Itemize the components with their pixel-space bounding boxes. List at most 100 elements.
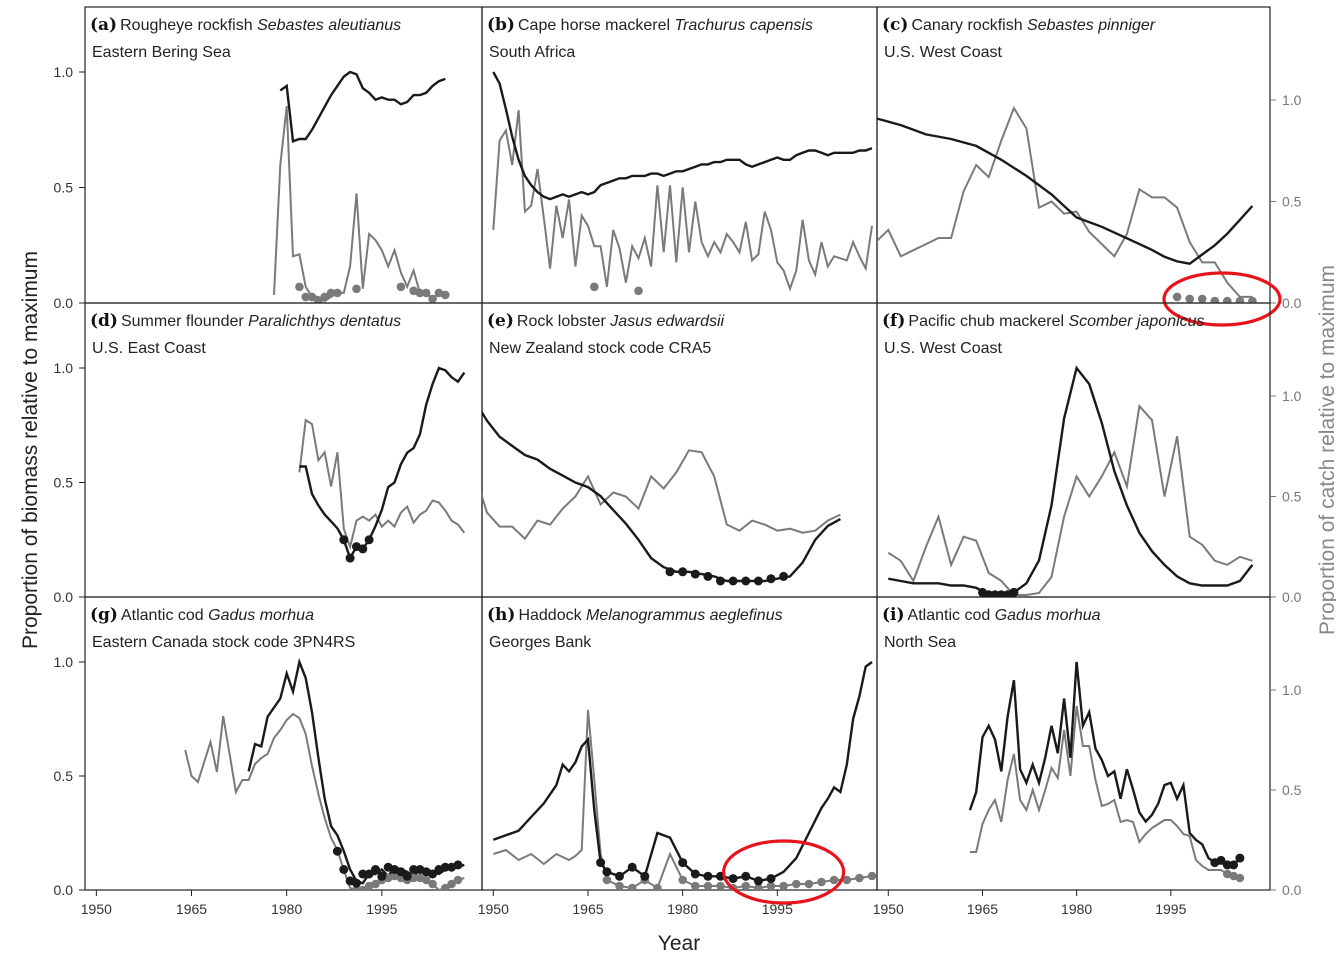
x-tick-label: 1950 <box>478 901 509 917</box>
biomass-point <box>339 865 349 874</box>
biomass-point <box>1229 860 1239 870</box>
common-name: Canary rockfish <box>911 17 1027 34</box>
catch-point <box>653 883 662 890</box>
catch-point <box>1248 296 1257 303</box>
biomass-point <box>690 869 700 879</box>
left-tick-label: 1.0 <box>54 64 74 80</box>
panel-frame <box>876 596 1271 891</box>
catch-point <box>301 292 311 302</box>
panel-b: (b) Cape horse mackerel Trachurus capensi… <box>481 6 878 304</box>
biomass-series-line <box>247 657 465 885</box>
catch-point <box>333 288 342 298</box>
panel-grid: (a) Rougheye rockfish Sebastes aleutianus… <box>54 6 1302 917</box>
biomass-point <box>1216 855 1226 865</box>
y-axis-label-right: Proportion of catch relative to maximum <box>1316 265 1336 635</box>
catch-point <box>1197 294 1207 303</box>
panel-e: (e) Rock lobster Jasus edwardsii New Zeala… <box>481 302 878 598</box>
right-tick-label: 0.5 <box>1282 782 1302 798</box>
right-tick-label: 1.0 <box>1282 682 1302 698</box>
common-name: Atlantic cod <box>908 607 995 624</box>
right-tick-label: 1.0 <box>1282 388 1302 404</box>
biomass-point <box>690 569 700 579</box>
catch-point <box>295 282 304 292</box>
biomass-series-line <box>968 661 1241 867</box>
catch-point <box>1223 296 1232 303</box>
panel-title: (c) Canary rockfish Sebastes pinniger <box>882 15 1156 35</box>
biomass-point <box>640 871 650 881</box>
x-tick-label: 1995 <box>1155 901 1186 917</box>
biomass-point <box>678 858 688 868</box>
biomass-series-line <box>279 70 446 143</box>
x-tick-label: 1995 <box>366 901 397 917</box>
common-name: Haddock <box>518 607 586 624</box>
catch-point <box>754 883 763 890</box>
x-tick-label: 1965 <box>176 901 207 917</box>
catch-point <box>371 879 380 889</box>
panel-data <box>968 661 1245 883</box>
catch-point <box>307 292 317 302</box>
left-tick-label: 0.5 <box>54 768 74 784</box>
catch-series-line <box>887 403 1253 596</box>
panel-letter: (b) <box>487 15 515 35</box>
panel-d: (d) Summer flounder Paralichthys dentatus… <box>54 302 483 605</box>
catch-series-line <box>877 105 1253 298</box>
panel-title: (b) Cape horse mackerel Trachurus capensi… <box>487 15 813 35</box>
x-tick-label: 1980 <box>1061 901 1092 917</box>
catch-point <box>1210 296 1220 303</box>
left-tick-label: 1.0 <box>54 654 74 670</box>
panel-letter: (g) <box>90 605 118 625</box>
panel-letter: (c) <box>882 15 908 35</box>
biomass-point <box>703 571 713 581</box>
highlight-ellipse <box>722 839 846 905</box>
left-tick-label: 0.0 <box>54 589 74 605</box>
highlight-ellipse <box>1162 271 1282 327</box>
catch-point <box>829 875 839 885</box>
panel-subtitle: U.S. East Coast <box>92 340 206 357</box>
catch-point <box>703 881 713 890</box>
biomass-point <box>728 874 738 884</box>
biomass-series-line <box>299 366 466 562</box>
biomass-point <box>428 869 438 879</box>
biomass-point <box>339 535 349 545</box>
panel-data <box>184 657 465 890</box>
catch-series-line <box>298 418 466 551</box>
catch-point <box>855 873 864 883</box>
panel-letter: (f) <box>882 311 905 331</box>
panel-data <box>877 105 1257 303</box>
biomass-point <box>728 576 738 586</box>
catch-point <box>634 286 643 296</box>
biomass-point <box>741 871 751 881</box>
panel-letter: (i) <box>882 605 905 625</box>
panel-data <box>492 661 877 890</box>
biomass-point <box>766 874 776 884</box>
biomass-point <box>1235 853 1245 863</box>
catch-series-line <box>969 705 1241 879</box>
panel-data <box>887 365 1254 597</box>
panel-subtitle: North Sea <box>884 634 956 651</box>
catch-point <box>441 883 450 890</box>
catch-point <box>842 875 852 885</box>
left-tick-label: 0.5 <box>54 180 74 196</box>
biomass-series-line <box>492 661 873 883</box>
left-tick-label: 1.0 <box>54 360 74 376</box>
biomass-point <box>665 567 675 577</box>
right-tick-label: 0.5 <box>1282 194 1302 210</box>
catch-point <box>678 875 687 885</box>
biomass-point <box>377 871 387 881</box>
x-tick-label: 1950 <box>873 901 904 917</box>
catch-point <box>421 875 431 885</box>
biomass-point <box>716 576 725 586</box>
scientific-name: Melanogrammus aeglefinus <box>586 607 783 624</box>
panel-data <box>273 70 450 303</box>
biomass-point <box>352 878 361 888</box>
biomass-point <box>1222 860 1232 870</box>
biomass-point <box>753 576 763 586</box>
scientific-name: Paralichthys dentatus <box>248 313 401 330</box>
catch-point <box>428 879 437 889</box>
panel-title: (i) Atlantic cod Gadus morhua <box>882 605 1101 625</box>
catch-point <box>320 292 330 302</box>
biomass-point <box>358 544 368 554</box>
x-tick-label: 1995 <box>762 901 793 917</box>
left-tick-label: 0.0 <box>54 295 74 311</box>
catch-point <box>691 881 700 890</box>
